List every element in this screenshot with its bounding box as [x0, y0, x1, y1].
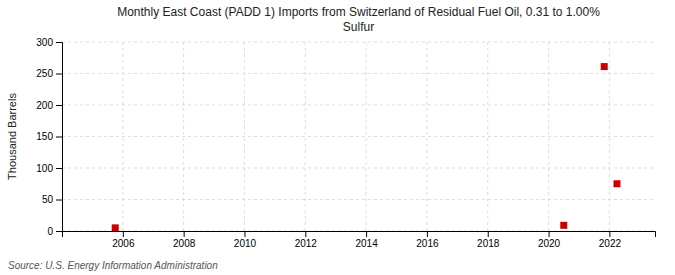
grid	[62, 42, 655, 231]
x-tick-label: 2010	[234, 238, 257, 249]
x-tick-mark	[305, 231, 306, 237]
x-tick-mark	[184, 231, 185, 237]
points	[112, 63, 621, 231]
grid-line-y	[62, 105, 655, 106]
y-tick-label: 200	[36, 100, 53, 111]
y-tick: 0	[47, 226, 62, 237]
y-tick: 150	[36, 131, 62, 142]
grid-line-y	[62, 136, 655, 137]
grid-line-y	[62, 199, 655, 200]
y-tick: 100	[36, 163, 62, 174]
x-tick-mark	[488, 231, 489, 237]
title-line: Sulfur	[343, 20, 374, 34]
y-axis-title: Thousand Barrels	[6, 93, 18, 180]
y-tick-mark	[56, 105, 62, 106]
x-tick: 2012	[295, 231, 318, 249]
x-tick: 2010	[234, 231, 257, 249]
grid-line-y	[62, 168, 655, 169]
x-axis: 2006 2008 2010 2012 2014 2016 2018 2020 2022	[63, 231, 656, 249]
y-tick-label: 0	[47, 226, 53, 237]
point	[613, 180, 620, 187]
title: Monthly East Coast (PADD 1) Imports from…	[117, 5, 600, 34]
y-tick-mark	[56, 74, 62, 75]
point	[560, 222, 567, 229]
grid-line-x	[426, 42, 427, 231]
x-tick-mark	[609, 231, 610, 237]
y-tick-mark	[56, 200, 62, 201]
x-tick-mark	[123, 231, 124, 237]
y-tick-label: 50	[42, 194, 54, 205]
x-tick-mark	[427, 231, 428, 237]
y-tick: 300	[36, 37, 62, 48]
grid-line-x	[366, 42, 367, 231]
x-tick-label: 2018	[477, 238, 500, 249]
x-tick: 2008	[173, 231, 196, 249]
y-tick-label: 250	[36, 68, 53, 79]
source-note: Source: U.S. Energy Information Administ…	[8, 260, 218, 271]
y-axis: 0 50 100 150 200 250 300	[36, 37, 62, 237]
title-line: Monthly East Coast (PADD 1) Imports from…	[117, 5, 600, 19]
x-tick: 2020	[538, 231, 561, 249]
x-tick-label: 2016	[416, 238, 439, 249]
grid-line-y	[62, 73, 655, 74]
y-axis-line	[56, 43, 63, 232]
x-tick-label: 2014	[355, 238, 378, 249]
x-tick-mark	[549, 231, 550, 237]
x-tick-label: 2020	[538, 238, 561, 249]
y-tick-mark	[56, 42, 62, 43]
x-tick-mark	[244, 231, 245, 237]
y-tick: 50	[42, 194, 62, 205]
y-tick-mark	[56, 137, 62, 138]
x-tick: 2022	[599, 231, 622, 249]
chart: 2006 2008 2010 2012 2014 2016 2018 2020 2022 0 50 1…	[0, 0, 675, 275]
x-tick-label: 2022	[599, 238, 622, 249]
y-tick-mark	[56, 168, 62, 169]
x-tick: 2016	[416, 231, 439, 249]
y-tick-label: 300	[36, 37, 53, 48]
x-axis-line	[63, 232, 656, 238]
point	[601, 63, 608, 70]
x-tick: 2006	[112, 231, 135, 249]
x-tick-label: 2012	[295, 238, 318, 249]
x-tick: 2018	[477, 231, 500, 249]
y-tick-label: 100	[36, 163, 53, 174]
x-tick-mark	[366, 231, 367, 237]
x-tick-label: 2006	[112, 238, 135, 249]
x-tick: 2014	[355, 231, 378, 249]
x-tick-label: 2008	[173, 238, 196, 249]
plot: 2006 2008 2010 2012 2014 2016 2018 2020 2022 0 50 1…	[36, 37, 655, 249]
y-tick-label: 150	[36, 131, 53, 142]
y-tick: 250	[36, 68, 62, 79]
y-tick-mark	[56, 231, 62, 232]
grid-line-y	[62, 42, 655, 43]
y-tick: 200	[36, 100, 62, 111]
point	[112, 224, 119, 231]
